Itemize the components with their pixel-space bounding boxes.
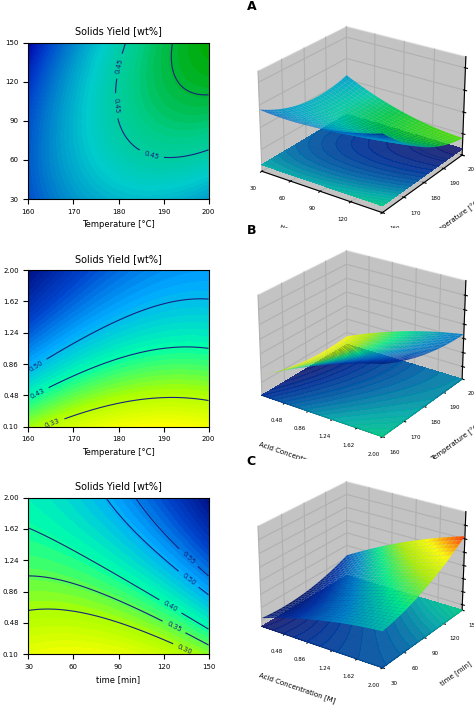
Title: Solids Yield [wt%]: Solids Yield [wt%] [75, 481, 162, 491]
Text: 0.45: 0.45 [114, 58, 124, 75]
Y-axis label: Temperature [°C]: Temperature [°C] [429, 198, 474, 239]
Text: B: B [246, 225, 256, 237]
Text: 0.50: 0.50 [181, 572, 197, 587]
X-axis label: time [min]: time [min] [279, 223, 316, 242]
Text: 0.43: 0.43 [29, 387, 46, 400]
X-axis label: Acid Concentration [M]: Acid Concentration [M] [258, 671, 336, 704]
Text: 0.45: 0.45 [143, 150, 160, 160]
Text: C: C [246, 456, 255, 469]
Text: 0.50: 0.50 [27, 359, 44, 373]
Text: 0.30: 0.30 [176, 643, 193, 655]
Text: 0.35: 0.35 [166, 621, 182, 633]
Text: 0.40: 0.40 [162, 600, 179, 613]
X-axis label: Temperature [°C]: Temperature [°C] [82, 220, 155, 230]
Text: A: A [246, 1, 256, 14]
X-axis label: Temperature [°C]: Temperature [°C] [82, 448, 155, 457]
Title: Solids Yield [wt%]: Solids Yield [wt%] [75, 26, 162, 36]
X-axis label: Acid Concentration [M]: Acid Concentration [M] [258, 440, 336, 473]
Y-axis label: Temperature [°C]: Temperature [°C] [429, 422, 474, 463]
Text: 0.55: 0.55 [181, 550, 196, 565]
Y-axis label: time [min]: time [min] [439, 660, 473, 687]
X-axis label: time [min]: time [min] [96, 675, 141, 685]
Text: 0.33: 0.33 [44, 418, 61, 429]
Text: 0.45: 0.45 [112, 98, 119, 114]
Title: Solids Yield [wt%]: Solids Yield [wt%] [75, 254, 162, 264]
